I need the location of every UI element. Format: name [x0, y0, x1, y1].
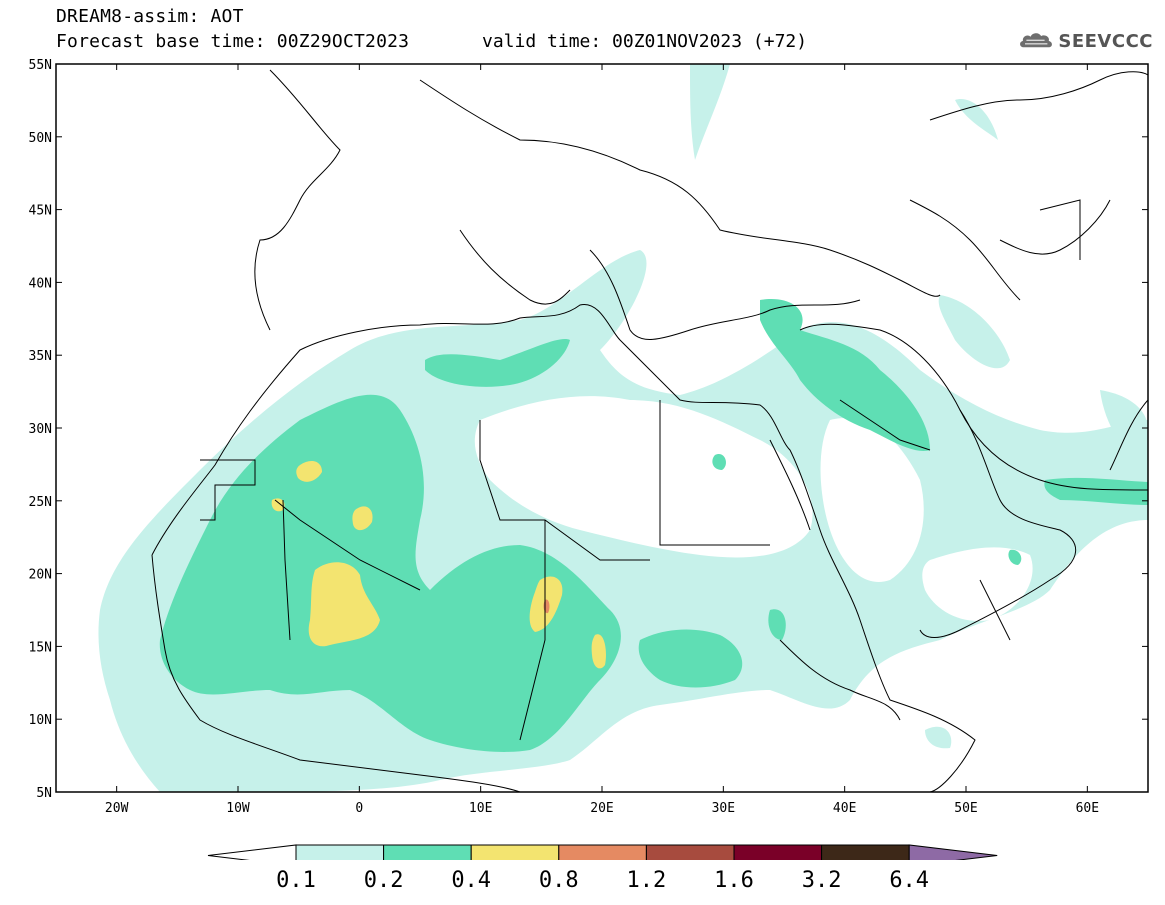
lon-tick-label: 30E: [712, 801, 735, 816]
lat-tick-label: 5N: [36, 786, 52, 801]
colorbar-label: 0.2: [363, 868, 404, 893]
colorbar-swatch: [383, 844, 472, 860]
aot-clear-areas: [474, 396, 1033, 621]
colorbar-swatch: [295, 844, 385, 860]
aot-contours: [98, 64, 1148, 792]
map-title: DREAM8-assim: AOT: [56, 6, 244, 27]
seevccc-logo: SEEVCCC: [1018, 24, 1153, 58]
lat-tick-label: 10N: [29, 713, 52, 728]
colorbar-swatch: [733, 844, 823, 860]
colorbar-extend-low: [207, 844, 297, 860]
lat-tick-label: 20N: [29, 568, 52, 583]
colorbar-swatch: [558, 844, 647, 860]
aot-map: 55N 50N 45N 40N 35N 30N 25N 20N 15N 10N 5N 20W 10W 0…: [29, 58, 1149, 860]
lon-tick-label: 40E: [833, 801, 856, 816]
lon-tick-label: 20W: [105, 801, 129, 816]
colorbar-label: 0.8: [538, 868, 579, 893]
colorbar-swatch: [645, 844, 735, 860]
lon-tick-label: 20E: [590, 801, 613, 816]
lat-tick-label: 35N: [29, 349, 52, 364]
colorbar-swatch: [821, 844, 910, 860]
colorbar-label: 1.6: [714, 868, 754, 893]
valid-time: valid time: 00Z01NOV2023 (+72): [482, 31, 808, 52]
lon-tick-label: 0: [355, 801, 363, 816]
longitude-axis: 20W 10W 0 10E 20E 30E 40E 50E 60E: [105, 64, 1099, 816]
lon-tick-label: 10W: [226, 801, 250, 816]
forecast-base-time: Forecast base time: 00Z29OCT2023: [56, 31, 410, 52]
latitude-axis: 55N 50N 45N 40N 35N 30N 25N 20N 15N 10N 5N: [29, 58, 1148, 801]
lat-tick-label: 15N: [29, 640, 52, 655]
colorbar-swatch: [470, 844, 560, 860]
lon-tick-label: 60E: [1076, 801, 1099, 816]
lat-tick-label: 50N: [29, 131, 52, 146]
coastlines: [151, 69, 1148, 792]
lat-tick-label: 40N: [29, 276, 52, 291]
lon-tick-label: 50E: [954, 801, 977, 816]
colorbar-label: 0.4: [451, 868, 492, 893]
cloud-icon: [1020, 33, 1052, 48]
colorbar-label: 6.4: [889, 868, 930, 893]
colorbar-extend-high: [908, 844, 998, 860]
lon-tick-label: 10E: [469, 801, 492, 816]
colorbar-label: 0.1: [276, 868, 316, 893]
lat-tick-label: 45N: [29, 204, 52, 219]
lat-tick-label: 25N: [29, 495, 52, 510]
logo-text: SEEVCCC: [1058, 30, 1153, 52]
lat-tick-label: 30N: [29, 422, 52, 437]
lat-tick-label: 55N: [29, 58, 52, 73]
colorbar: [207, 844, 998, 860]
colorbar-label: 3.2: [801, 868, 842, 893]
colorbar-label: 1.2: [626, 868, 667, 893]
aot-level-0.2: [159, 299, 1148, 752]
